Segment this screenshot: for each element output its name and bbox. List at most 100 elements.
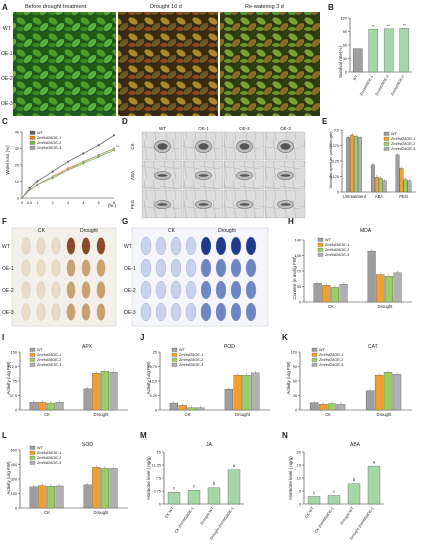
bar	[187, 489, 201, 505]
x-tick-label: CK	[325, 412, 331, 417]
panel-letter: K	[282, 333, 288, 342]
bar	[29, 402, 38, 411]
bar	[309, 402, 319, 411]
legend-swatch	[383, 141, 390, 146]
y-tick-label: 0	[159, 503, 161, 507]
legend-label: ZmHsf28OE-3	[37, 146, 61, 150]
col-label-ck: CK	[38, 228, 46, 234]
stomata-image-grid: WT OE-1 OE-2 OE-3 CK ABA PEG	[130, 126, 306, 219]
x-tick-label: Drought	[377, 412, 393, 417]
y-axis-label: Hormone level ( ng/g)	[288, 456, 293, 500]
y-tick-label: 12.5	[150, 380, 157, 384]
bar	[251, 372, 260, 411]
x-tick-label: Untreatment	[343, 194, 367, 199]
legend-swatch	[171, 362, 178, 367]
x-tick-label: ZmHsf28OE-1	[359, 75, 374, 97]
leaf	[66, 303, 76, 321]
bar	[327, 403, 337, 411]
y-tick-label: 0	[337, 191, 339, 195]
bar	[38, 402, 47, 411]
x-tick-label: CK	[328, 304, 334, 309]
x-tick-label: PEG	[399, 194, 408, 199]
chart-title: POD	[224, 344, 235, 350]
y-tick-label: 0	[15, 507, 17, 511]
bar	[399, 168, 404, 193]
y-tick-label: 450	[11, 463, 17, 467]
row-label: OE-1	[124, 266, 136, 272]
bar	[109, 371, 118, 411]
legend-swatch	[383, 131, 390, 136]
y-tick-label: 112.5	[8, 365, 17, 369]
significance-letter: a	[233, 463, 236, 468]
bar	[358, 137, 362, 193]
legend-swatch	[29, 460, 36, 465]
bar	[354, 136, 359, 193]
leaf	[230, 258, 242, 278]
x-tick-label: Drought-ZmHsf28OE-1	[209, 506, 235, 540]
data-point	[66, 168, 70, 172]
bar	[55, 485, 64, 509]
leaf	[245, 302, 257, 322]
x-tick-label: CK	[44, 510, 50, 515]
panel-letter: G	[122, 217, 128, 226]
y-axis-label: Hormone level ( ng/g)	[146, 456, 151, 500]
legend-swatch	[29, 347, 36, 352]
data-point	[82, 160, 85, 163]
y-axis-label: Water loss (%)	[5, 145, 10, 175]
series-line	[21, 134, 115, 199]
y-tick-label: 90	[293, 365, 297, 369]
legend-swatch	[383, 146, 390, 151]
x-tick-label: 2	[52, 201, 54, 205]
chart-title: MDA	[360, 228, 372, 234]
bar	[339, 284, 348, 303]
bar	[100, 371, 109, 411]
panel-letter: M	[140, 431, 147, 440]
panel-letter: J	[140, 333, 144, 342]
panel-letter: L	[2, 431, 7, 440]
leaf	[96, 259, 106, 277]
legend-label: WT	[37, 446, 44, 450]
y-tick-label: 120	[341, 17, 347, 21]
stomatal-pore	[239, 174, 250, 177]
bar	[46, 486, 55, 509]
stomatal-pore	[280, 203, 291, 206]
leaf	[81, 237, 91, 255]
y-tick-label: 0.125	[329, 175, 339, 179]
bar	[350, 134, 355, 193]
leaf	[170, 302, 182, 322]
panel-j: J POD Activity (u/g FW) 0 6.25 12.5 18.75 25…	[140, 333, 270, 417]
y-tick-label: 105	[295, 254, 301, 258]
significance-letter: c	[193, 484, 195, 489]
data-point	[66, 167, 70, 170]
legend-swatch	[29, 145, 36, 150]
panel-n: N ABA Hormone level ( ng/g) 0 5 10 15 20 c CK-…	[282, 431, 384, 541]
panel-a: A Before drought treatment Drought 10 d …	[1, 3, 320, 116]
significance-letter: c	[333, 489, 335, 494]
panel-l: L SOD Activity (u/g FW) 0 150 300 450 600 CK D…	[2, 431, 128, 515]
legend-label: ZmHsf28OE-2	[37, 456, 61, 460]
legend-swatch	[171, 347, 178, 352]
caption-before: Before drought treatment	[25, 4, 87, 10]
stomatal-pore	[280, 143, 291, 150]
panel-letter: E	[322, 117, 328, 126]
bar	[187, 407, 196, 411]
leaf	[185, 280, 197, 300]
leaf	[185, 236, 197, 256]
significance-letter: b	[353, 477, 356, 482]
y-tick-label: 30	[293, 394, 297, 398]
chart-title: SOD	[82, 442, 93, 448]
row-label-wt: WT	[3, 26, 11, 32]
y-axis-label: Activity (u/g FW)	[286, 361, 291, 395]
leaf	[51, 281, 61, 299]
y-tick-label: 15	[157, 451, 161, 455]
y-tick-label: 75	[13, 380, 17, 384]
legend-swatch	[29, 352, 36, 357]
significance-letter: a	[373, 460, 376, 465]
bar	[403, 179, 408, 193]
legend-label: ZmHsf28OE-1	[391, 137, 415, 141]
leaf	[155, 302, 167, 322]
col-label: OE-3	[280, 126, 291, 131]
panel-f: F CK Drought WT OE-1 OE-2 OE-3	[2, 217, 117, 327]
col-label-drought: Drought	[80, 228, 98, 234]
